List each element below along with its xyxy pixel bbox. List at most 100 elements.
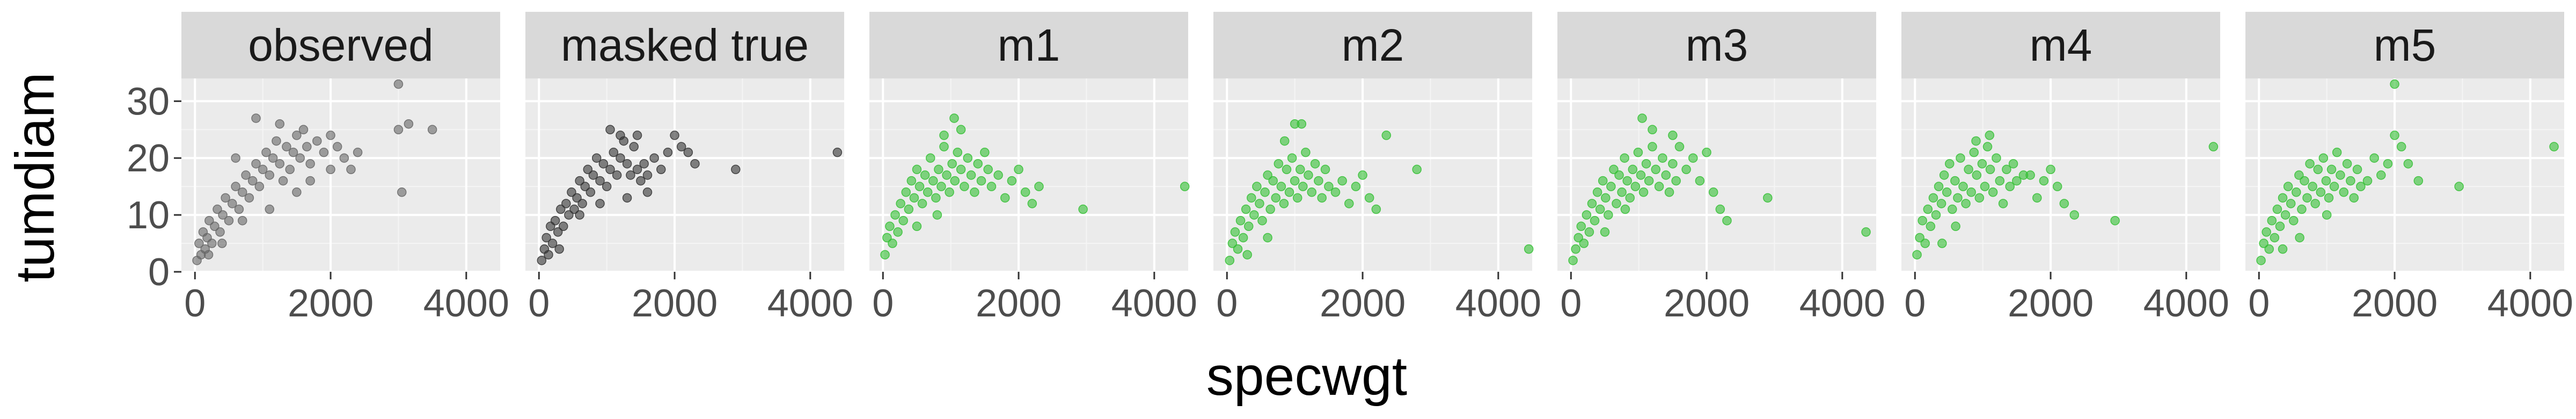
data-point: [1364, 193, 1374, 203]
data-point: [1671, 176, 1681, 186]
data-point: [282, 142, 291, 151]
data-point: [642, 187, 653, 197]
data-point: [1654, 182, 1664, 191]
data-point: [2272, 204, 2282, 214]
data-point: [670, 131, 679, 140]
panel-background: [1213, 78, 1532, 272]
data-point: [642, 170, 653, 180]
x-tick-label: 0: [872, 282, 894, 325]
data-point: [983, 164, 993, 175]
data-point: [251, 159, 261, 169]
data-point: [1637, 113, 1647, 123]
data-point: [2321, 176, 2331, 186]
data-point: [1027, 199, 1037, 208]
data-point: [636, 176, 646, 186]
data-point: [2318, 153, 2329, 163]
data-point: [2310, 199, 2320, 208]
data-point: [268, 153, 278, 163]
data-point: [2256, 256, 2266, 265]
y-tick-label: 0: [148, 251, 170, 294]
data-point: [567, 187, 576, 197]
data-point: [2302, 193, 2312, 203]
data-point: [1279, 199, 1289, 208]
data-point: [1271, 193, 1281, 203]
data-point: [598, 159, 609, 169]
data-point: [1296, 164, 1305, 175]
data-point: [319, 147, 329, 157]
x-tick-label: 2000: [2352, 282, 2438, 325]
data-point: [231, 182, 240, 191]
data-point: [2032, 193, 2042, 203]
data-point: [901, 187, 911, 197]
data-point: [1604, 210, 1613, 220]
data-point: [2278, 244, 2288, 254]
data-point: [663, 147, 673, 157]
data-point: [973, 159, 983, 169]
data-point: [2324, 193, 2334, 203]
data-point: [2322, 210, 2332, 220]
data-point: [2005, 182, 2015, 191]
data-point: [207, 239, 217, 248]
data-point: [2376, 170, 2386, 180]
data-point: [241, 170, 251, 180]
data-point: [292, 187, 302, 197]
data-point: [949, 113, 959, 123]
data-point: [1931, 210, 1941, 220]
data-point: [1923, 204, 1933, 214]
x-tick-label: 4000: [2487, 282, 2573, 325]
data-point: [564, 210, 574, 220]
data-point: [575, 210, 584, 220]
data-point: [588, 170, 598, 180]
facet-strip: [181, 12, 500, 78]
data-point: [2208, 142, 2219, 151]
data-point: [2329, 182, 2339, 191]
data-point: [298, 125, 309, 135]
data-point: [2259, 239, 2268, 248]
data-point: [265, 170, 275, 180]
x-axis-title: specwgt: [1206, 345, 1407, 407]
data-point: [928, 176, 938, 186]
data-point: [1633, 147, 1643, 157]
data-point: [1651, 164, 1661, 175]
data-point: [1681, 164, 1691, 175]
data-point: [285, 164, 295, 175]
data-point: [1381, 131, 1392, 140]
data-point: [1230, 227, 1240, 237]
facet-panel-m3: m3 0 2000 4000: [1557, 12, 1885, 325]
data-point: [1937, 239, 1947, 248]
data-point: [1243, 221, 1254, 232]
data-point: [591, 153, 602, 163]
data-point: [537, 256, 547, 265]
y-tick-label: 20: [127, 137, 170, 180]
data-point: [1282, 164, 1292, 175]
data-point: [577, 199, 587, 208]
data-point: [690, 159, 700, 169]
data-point: [2356, 182, 2366, 191]
data-point: [934, 164, 943, 175]
data-point: [1238, 233, 1248, 243]
data-point: [1000, 193, 1010, 203]
x-tick-label: 4000: [1799, 282, 1885, 325]
data-point: [1274, 159, 1284, 169]
data-point: [1337, 176, 1347, 186]
facet-panel-m4: m4 0 2000 4000: [1901, 12, 2229, 325]
data-point: [1524, 244, 1534, 254]
data-point: [1595, 204, 1605, 214]
x-tick-label: 0: [2248, 282, 2270, 325]
data-point: [1702, 147, 1711, 157]
x-tick-label: 0: [1560, 282, 1582, 325]
data-point: [326, 164, 335, 175]
data-point: [880, 250, 890, 259]
data-point: [1268, 176, 1278, 186]
data-point: [2069, 210, 2080, 220]
data-point: [605, 164, 615, 175]
data-point: [1284, 187, 1294, 197]
data-point: [898, 215, 908, 226]
data-point: [2346, 176, 2355, 186]
facet-panel-masked-true: masked true 0 2000 4000: [525, 12, 853, 325]
data-point: [622, 159, 632, 169]
data-point: [1961, 199, 1971, 208]
data-point: [970, 187, 979, 197]
data-point: [731, 164, 741, 175]
data-point: [2275, 221, 2285, 232]
